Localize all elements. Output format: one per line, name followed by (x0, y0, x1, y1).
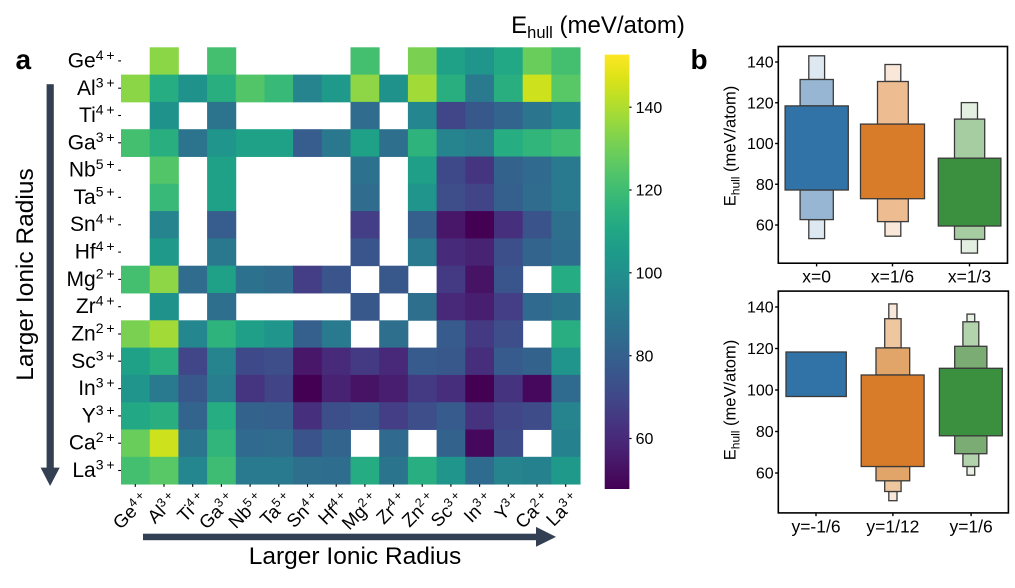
svg-text:Ehull (meV/atom): Ehull (meV/atom) (722, 86, 743, 206)
svg-text:60: 60 (756, 466, 774, 483)
svg-text:x=1/3: x=1/3 (948, 267, 991, 287)
svg-text:Zr4 +: Zr4 + (76, 293, 115, 319)
svg-text:a: a (16, 44, 32, 75)
svg-text:140: 140 (636, 100, 663, 117)
svg-text:100: 100 (747, 136, 774, 153)
svg-text:80: 80 (636, 348, 654, 365)
svg-text:y=1/12: y=1/12 (866, 516, 919, 536)
svg-text:140: 140 (747, 55, 774, 72)
svg-text:100: 100 (636, 266, 663, 283)
svg-text:120: 120 (747, 95, 774, 112)
svg-text:x=1/6: x=1/6 (871, 267, 914, 287)
svg-text:100: 100 (747, 383, 774, 400)
svg-text:Ta5 +: Ta5 + (74, 183, 115, 209)
svg-text:80: 80 (756, 177, 774, 194)
svg-text:80: 80 (756, 424, 774, 441)
svg-text:Ga3 +: Ga3 + (68, 129, 115, 155)
svg-text:140: 140 (747, 300, 774, 317)
svg-text:60: 60 (636, 431, 654, 448)
svg-text:120: 120 (747, 341, 774, 358)
svg-text:y=-1/6: y=-1/6 (791, 516, 840, 536)
svg-text:120: 120 (636, 183, 663, 200)
svg-text:Y3 +: Y3 + (82, 402, 115, 428)
svg-text:Ge4 +: Ge4 + (68, 47, 115, 73)
svg-text:Ehull (meV/atom): Ehull (meV/atom) (722, 340, 743, 460)
svg-text:y=1/6: y=1/6 (949, 516, 992, 536)
svg-text:x=0: x=0 (802, 267, 831, 287)
svg-text:b: b (691, 44, 708, 75)
svg-text:Larger Ionic Radius: Larger Ionic Radius (249, 543, 461, 570)
svg-text:Larger Ionic Radius: Larger Ionic Radius (12, 168, 39, 380)
svg-text:Ehull (meV/atom): Ehull (meV/atom) (511, 12, 685, 42)
svg-text:60: 60 (756, 218, 774, 235)
